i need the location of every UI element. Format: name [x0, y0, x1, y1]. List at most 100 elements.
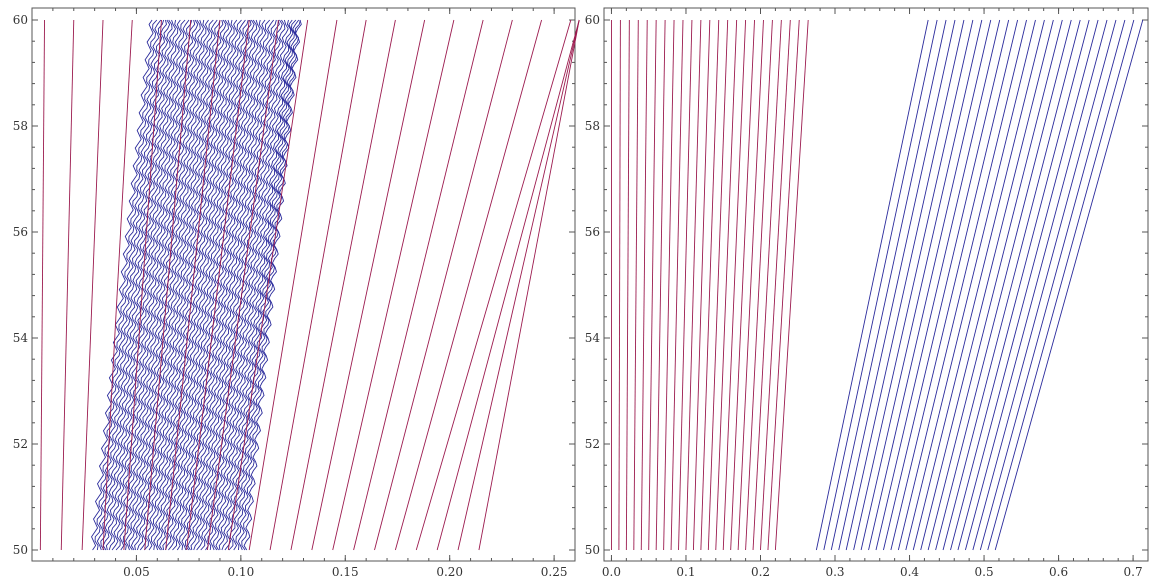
series-1-line [745, 19, 773, 551]
series-2-line [165, 19, 221, 551]
series-1-line [172, 19, 235, 551]
series-2-line [838, 19, 956, 551]
y-tick-label: 58 [13, 119, 28, 133]
series-1-line [241, 19, 301, 551]
y-tick-label: 50 [13, 543, 28, 557]
series-1-line [209, 19, 274, 551]
series-1-line [722, 19, 747, 551]
x-tick-label: 0.20 [436, 565, 463, 579]
series-1-line [235, 19, 297, 551]
x-tick-label: 0.6 [1049, 565, 1068, 579]
x-tick-label: 0.05 [123, 565, 150, 579]
series-2-line [60, 19, 75, 551]
series-2-line [39, 19, 45, 551]
series-2-line [457, 19, 580, 551]
series-2-line [415, 19, 572, 551]
series-1-line [147, 19, 211, 551]
series-1-line [159, 19, 224, 551]
series-1-line [181, 19, 246, 551]
left-plot-panel: 0.05 0.10 0.15 0.20 0.25 50 52 54 56 58 60 [13, 7, 580, 579]
series-1-line [685, 19, 702, 551]
y-tick-label: 52 [13, 437, 28, 451]
series-1-line [196, 19, 261, 551]
y-tick-label: 54 [585, 331, 601, 345]
y-tick-label: 50 [585, 543, 600, 557]
series-2-line [905, 19, 1036, 551]
series-2-line [248, 19, 338, 551]
series-1-line [102, 19, 167, 551]
series-2-line [374, 19, 513, 551]
series-1-line [100, 19, 165, 551]
series-2-line [935, 19, 1072, 551]
series-2-line [102, 19, 133, 551]
series-1-line [179, 19, 242, 551]
y-tick-label: 60 [585, 13, 600, 27]
series-2-line [823, 19, 938, 551]
series-2-line [332, 19, 455, 551]
series-1-line [707, 19, 729, 551]
series-1-line [168, 19, 233, 551]
series-2-line [964, 19, 1108, 551]
series-2-line [394, 19, 543, 551]
series-1-line [670, 19, 684, 551]
y-tick-label: 60 [13, 13, 28, 27]
series-1-line [125, 19, 190, 551]
series-1-line [737, 19, 764, 551]
y-tick-label: 56 [585, 225, 600, 239]
series-1-line [108, 19, 173, 551]
series-1-line [150, 19, 214, 551]
series-2-line [81, 19, 104, 551]
x-tick-label: 0.25 [541, 565, 568, 579]
series-1-line [130, 19, 196, 551]
series-2-line [845, 19, 965, 551]
series-1-line [228, 19, 291, 551]
series-2-line [950, 19, 1090, 551]
series-1-line [128, 19, 193, 551]
x-tick-label: 0.7 [1124, 565, 1143, 579]
y-tick-label: 58 [585, 119, 600, 133]
series-1-line [237, 19, 300, 551]
series-1-line [767, 19, 800, 551]
series-1-line [215, 19, 280, 551]
right-plot-panel: 0.0 0.1 0.2 0.3 0.4 0.5 0.6 0.7 50 52 54 56 58 60 [585, 7, 1149, 579]
series-1-line [715, 19, 738, 551]
series-1-line [207, 19, 271, 551]
series-1-line [175, 19, 239, 551]
x-tick-label: 0.4 [900, 565, 919, 579]
series-2-line [957, 19, 1099, 551]
y-tick-label: 54 [13, 331, 29, 345]
series-2-line [890, 19, 1019, 551]
series-1-line [91, 19, 154, 551]
series-2-line [853, 19, 974, 551]
series-1-line [111, 19, 177, 551]
series-1-line [193, 19, 258, 551]
series-2-line [123, 19, 162, 551]
series-2-line [830, 19, 947, 551]
series-1-line [243, 19, 302, 551]
series-2-line [815, 19, 929, 551]
series-1-line [134, 19, 199, 551]
series-2-line [875, 19, 1001, 551]
series-1-line [122, 19, 186, 551]
series-2-line [478, 19, 580, 551]
series-1-line [184, 19, 249, 551]
y-tick-label: 56 [13, 225, 28, 239]
series-2-line [353, 19, 484, 551]
x-tick-label: 0.15 [332, 565, 359, 579]
series-2-line [912, 19, 1045, 551]
series-1-line [153, 19, 218, 551]
series-2-line [436, 19, 580, 551]
series-1-line [774, 19, 809, 551]
series-1-line [221, 19, 286, 551]
series-2-line [972, 19, 1117, 551]
series-2-line [227, 19, 309, 551]
series-1-line [136, 19, 201, 551]
series-2-line [868, 19, 992, 551]
series-1-line [655, 19, 666, 551]
series-2-line [987, 19, 1135, 551]
series-1-line [162, 19, 227, 551]
series-2-line [311, 19, 426, 551]
x-tick-label: 0.3 [825, 565, 844, 579]
series-2-line [979, 19, 1126, 551]
